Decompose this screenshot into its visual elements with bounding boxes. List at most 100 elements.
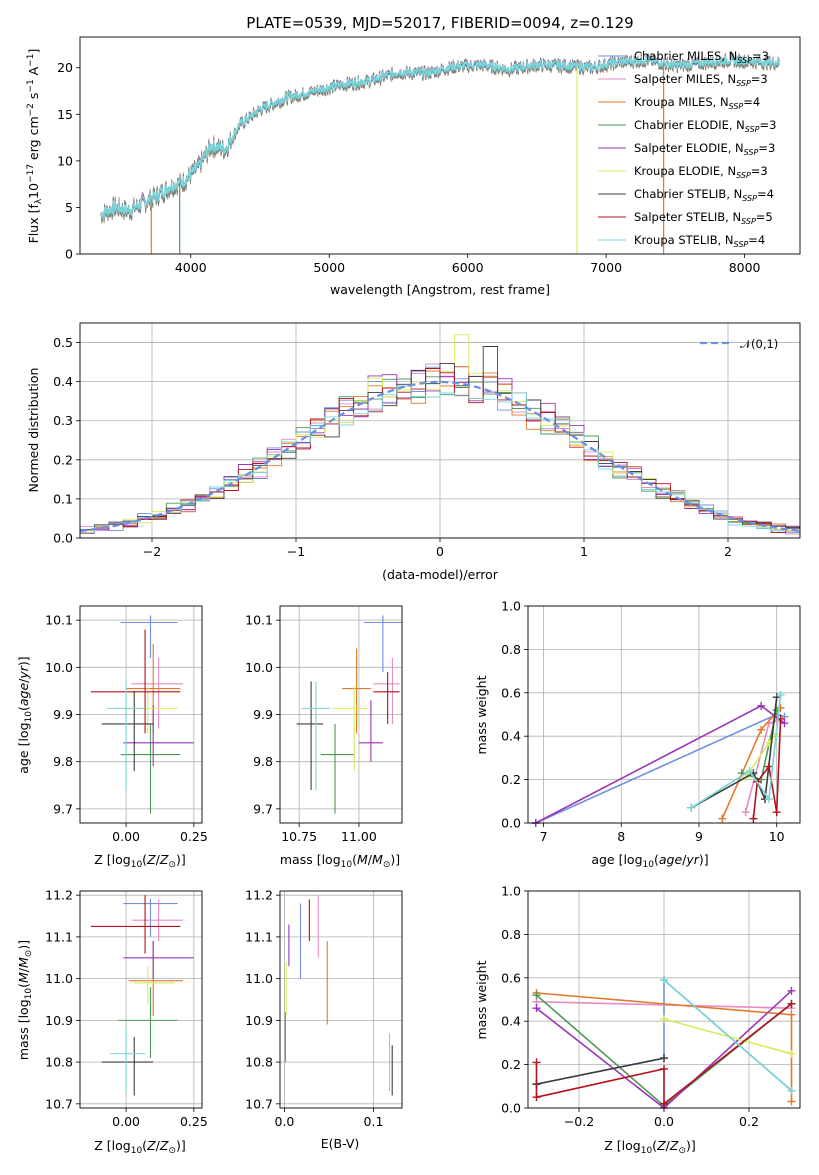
weight-marker [741,808,750,817]
plot-area [79,334,801,535]
massE-xlabel: E(B-V) [321,1136,360,1151]
legend-entry: 𝒩(0,1) [740,337,778,351]
y-tick-label: 15 [57,107,73,122]
weight-marker [772,808,781,817]
weight-marker [745,766,754,775]
axes-frame [279,890,403,1109]
kroupa-stelib-line [100,54,780,220]
residual-histogram-step [80,346,800,531]
errorbar-point [120,723,181,814]
spectrum-xlabel: wavelength [Angstrom, rest frame] [330,282,550,297]
plot-area [296,615,402,814]
weight-marker [780,719,789,728]
axes-frame [527,890,801,1109]
plot-area [531,690,789,827]
mass-vs-metallicity-panel: 0.00 0.25 10.7 10.8 10.9 11.0 11.1 11.2 [45,888,208,1129]
spectrum-ylabel: Flux [fλ10−17 erg cm−2 s−1 A−1] [26,49,44,244]
y-tick-label: 0.3 [53,413,73,428]
errorbar-point [131,657,184,729]
legend-entry: Salpeter ELODIE, NSSP=3 [634,141,775,157]
y-tick-label: 0 [65,247,73,262]
weight-marker [757,701,766,710]
y-tick-label: 10.7 [45,1096,73,1111]
y-tick-label: 10.9 [45,1013,73,1028]
y-tick-label: 1.0 [501,884,521,899]
y-tick-label: 0.0 [501,816,521,831]
axes-frame [279,605,403,824]
plot-area [90,615,194,814]
y-tick-label: 0.6 [501,970,521,985]
weight-marker [787,1010,796,1019]
x-tick-label: −1 [287,544,305,559]
errorbar-point [123,941,194,979]
x-tick-label: 0.25 [180,829,208,844]
y-tick-label: 10.9 [245,1013,273,1028]
weight-series-line [690,694,782,809]
weight-marker [660,1064,668,1073]
age-vs-metallicity-panel: 0.00 0.25 9.7 9.8 9.9 10.0 10.1 [45,605,208,844]
ageZ-xlabel: Z [log10(Z/Z⊙)] [94,852,186,870]
x-tick-label: 7 [540,829,548,844]
weight-marker [787,986,796,995]
residual-histogram-step [80,385,800,534]
figure-title: PLATE=0539, MJD=52017, FIBERID=0094, z=0… [246,14,633,32]
x-tick-label: 10 [769,829,785,844]
y-tick-label: 0.0 [53,531,73,546]
x-tick-label: 4000 [175,260,207,275]
wZ-xlabel: Z [log10(Z/Z⊙)] [604,1138,696,1156]
errorbar-point [120,615,178,658]
y-tick-label: 10.0 [245,660,273,675]
y-tick-label: 11.2 [45,888,73,903]
y-tick-label: 0.8 [501,927,521,942]
weight-marker [764,795,773,804]
x-tick-label: 2 [724,544,732,559]
axes-frame [79,36,801,255]
grid-lines [280,606,402,823]
weight-marker [764,762,773,771]
y-tick-label: 1.0 [501,599,521,614]
plot-area [100,52,780,254]
axes-frame [527,605,801,824]
observed-spectrum-line [100,52,780,224]
weight-marker [787,1049,796,1058]
x-tick-label: −0.2 [564,1114,594,1129]
weight-vs-age-panel: 7 8 9 10 0.0 0.2 0.4 0.6 0.8 1.0 [501,599,801,844]
y-tick-label: 11.1 [45,929,73,944]
y-tick-label: 0.4 [53,374,73,389]
weight-marker [718,814,727,823]
weight-marker [776,690,785,699]
y-tick-label: 5 [65,200,73,215]
residual-legend: 𝒩(0,1) [700,337,778,351]
residuals-xlabel: (data-model)/error [382,567,499,582]
y-tick-label: 10.1 [45,613,73,628]
wAge-ylabel: mass weight [474,675,489,754]
weight-marker [757,725,766,734]
errorbar-point [123,705,194,767]
y-tick-label: 9.8 [253,754,273,769]
massZ-xlabel: Z [log10(Z/Z⊙)] [94,1138,186,1156]
errorbar-point [131,899,184,942]
errorbar-point [90,629,181,734]
weight-marker [787,999,796,1008]
weight-marker [532,1004,541,1013]
errorbar-point [373,657,400,724]
y-tick-label: 11.0 [45,971,73,986]
legend-entry: Chabrier MILES, NSSP=3 [634,49,769,65]
legend-entry: Chabrier STELIB, NSSP=4 [634,187,774,203]
weight-marker [687,803,696,812]
errorbar-point [123,899,178,937]
x-tick-label: 7000 [590,260,622,275]
residuals-ylabel: Normed distribution [26,368,41,493]
y-tick-label: 11.1 [245,929,273,944]
axes-frame [79,890,203,1109]
errorbar-point [358,700,383,762]
x-tick-label: 6000 [452,260,484,275]
plot-area [532,975,796,1112]
errorbar-point [101,1037,154,1096]
y-tick-label: 10.0 [45,660,73,675]
x-tick-label: 0 [436,544,444,559]
ageM-xlabel: mass [log10(M/M⊙)] [280,852,400,870]
y-tick-label: 20 [57,60,73,75]
x-tick-label: 0.1 [364,1114,384,1129]
plot-area [90,895,194,1096]
